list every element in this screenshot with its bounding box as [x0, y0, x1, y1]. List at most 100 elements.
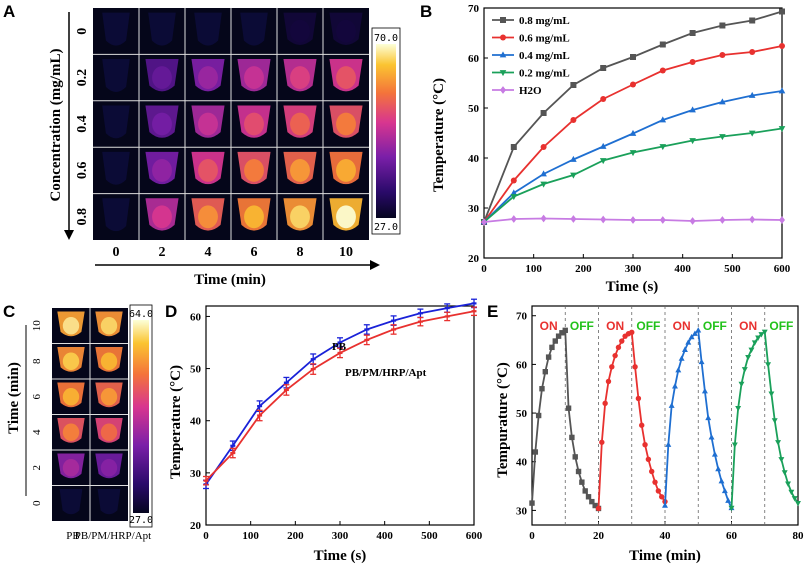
panel-e-point	[532, 449, 539, 455]
panel-a: A 70.0 27.0 Concentration (mg/mL) 0 0.2 0.…	[3, 2, 401, 288]
panel-d-annotation-pbpm: PB/PM/HRP/Apt	[345, 367, 427, 379]
panel-b-point	[689, 106, 696, 113]
panel-e-point	[655, 488, 662, 494]
panel-e-point	[761, 329, 768, 336]
panel-a-hotspot-core	[336, 112, 356, 136]
panel-a-col-label: 8	[297, 245, 304, 260]
panel-c-row-label: 4	[31, 429, 43, 435]
panel-a-cell	[191, 105, 225, 138]
panel-e-chart: 0 20 40 60 80 30 40 50 60 70 ON OFF ON OFF ON OFF ON OFF	[516, 305, 804, 542]
panel-e-point	[715, 465, 722, 472]
panel-b-point	[510, 177, 517, 184]
panel-d-series-line	[205, 302, 475, 485]
panel-a-hotspot-core	[290, 205, 310, 229]
panel-c-cell	[95, 418, 123, 443]
panel-e-point	[738, 381, 745, 388]
panel-b-point	[719, 134, 726, 141]
panel-b-ytick-label: 50	[468, 103, 480, 115]
panel-e-on-label: ON	[540, 319, 558, 333]
panel-d-xtick-label: 500	[421, 530, 438, 542]
panel-b-legend-marker	[500, 34, 506, 41]
panel-e-point	[705, 414, 712, 421]
panel-c-hotspot-core	[62, 388, 80, 406]
panel-e-point	[535, 412, 542, 419]
panel-a-cell	[191, 59, 225, 92]
panel-b-point	[540, 170, 547, 177]
panel-b-point	[689, 59, 696, 65]
panel-d-ytick-label: 50	[190, 364, 202, 376]
panel-e-point	[765, 362, 772, 368]
panel-b-point	[629, 129, 637, 136]
panel-c: C 64.0 27.0 Time (min) 10 8 6 4 2 0 PB PB/PM/…	[3, 302, 153, 542]
panel-b-legend-label: 0.4 mg/mL	[519, 50, 570, 62]
panel-a-hotspot-core	[244, 112, 264, 136]
panel-e-point	[585, 494, 592, 500]
panel-b-letter: B	[420, 2, 432, 21]
panel-e-point	[582, 488, 588, 494]
panel-a-hotspot-core	[198, 112, 218, 136]
panel-b-point	[749, 49, 756, 55]
panel-a-hotspot-core	[336, 158, 356, 182]
panel-b-point	[659, 144, 667, 151]
panel-b-point	[510, 215, 517, 223]
panel-c-colorbar	[133, 320, 149, 513]
panel-e-point	[678, 355, 685, 361]
panel-e-point	[619, 338, 625, 344]
panel-b-point	[779, 43, 785, 49]
panel-c-hotspot-core	[62, 459, 80, 477]
panel-d-xtick-label: 600	[466, 530, 483, 542]
panel-e-point	[605, 378, 612, 385]
panel-a-hotspot-core	[198, 66, 218, 90]
panel-e-point	[795, 500, 801, 507]
panel-b-point	[719, 216, 726, 224]
panel-a-cell	[102, 12, 130, 46]
panel-c-tube-cold	[59, 489, 83, 515]
panel-e-off-label: OFF	[769, 319, 793, 333]
panel-d-xtick-label: 300	[332, 530, 349, 542]
panel-e-ytick-label: 40	[516, 457, 528, 469]
panel-e-point	[602, 400, 608, 407]
panel-e-point	[572, 454, 578, 460]
panel-c-ylabel: Time (min)	[6, 362, 22, 434]
panel-e-point	[681, 346, 688, 352]
panel-c-cell	[95, 453, 123, 479]
panel-a-hotspot-core	[336, 66, 356, 90]
panel-b-point	[540, 144, 547, 150]
panel-a-colorbar-min: 27.0	[374, 222, 398, 233]
panel-a-tube-cold	[102, 151, 130, 185]
panel-b-xtick-label: 300	[625, 263, 642, 275]
panel-b-legend-marker	[500, 86, 506, 94]
panel-b-point	[570, 117, 577, 123]
panel-b-point	[778, 126, 786, 133]
panel-b-point	[599, 142, 607, 149]
panel-b-point	[659, 216, 666, 224]
panel-b-xtick-label: 200	[575, 263, 592, 275]
panel-c-row-label: 10	[31, 320, 43, 332]
panel-e-point	[592, 502, 598, 509]
panel-e-point	[559, 330, 565, 336]
panel-a-cell	[329, 198, 363, 231]
panel-c-col-label-pbpm: PB/PM/HRP/Apt	[75, 530, 151, 542]
panel-c-colorbar-min: 27.0	[129, 515, 153, 526]
panel-b-series-line	[483, 90, 783, 223]
panel-b-ylabel: Temperature (°C)	[431, 78, 447, 192]
panel-b-point	[570, 82, 577, 88]
panel-e-point	[751, 340, 758, 346]
panel-c-cell	[95, 311, 123, 337]
panel-a-hotspot-core	[198, 205, 218, 229]
panel-b-ytick-label: 70	[468, 3, 480, 15]
panel-a-cell	[145, 198, 179, 231]
panel-c-hotspot-core	[62, 423, 80, 441]
panel-e-point	[639, 422, 645, 428]
panel-a-thermal-grid	[102, 12, 363, 232]
panel-b-point	[540, 214, 547, 223]
panel-e-point	[649, 468, 655, 475]
panel-e-ytick-label: 50	[516, 408, 528, 420]
panel-b-point	[719, 22, 726, 29]
panel-c-grid-lines	[52, 308, 128, 521]
panel-b-point	[659, 41, 666, 48]
panel-e-point	[708, 434, 715, 440]
panel-a-ylabel: Concentration (mg/mL)	[48, 49, 64, 202]
panel-b-point	[659, 116, 667, 123]
panel-d-chart: 0 100 200 300 400 500 600 20 30 40 50 60	[190, 298, 483, 542]
